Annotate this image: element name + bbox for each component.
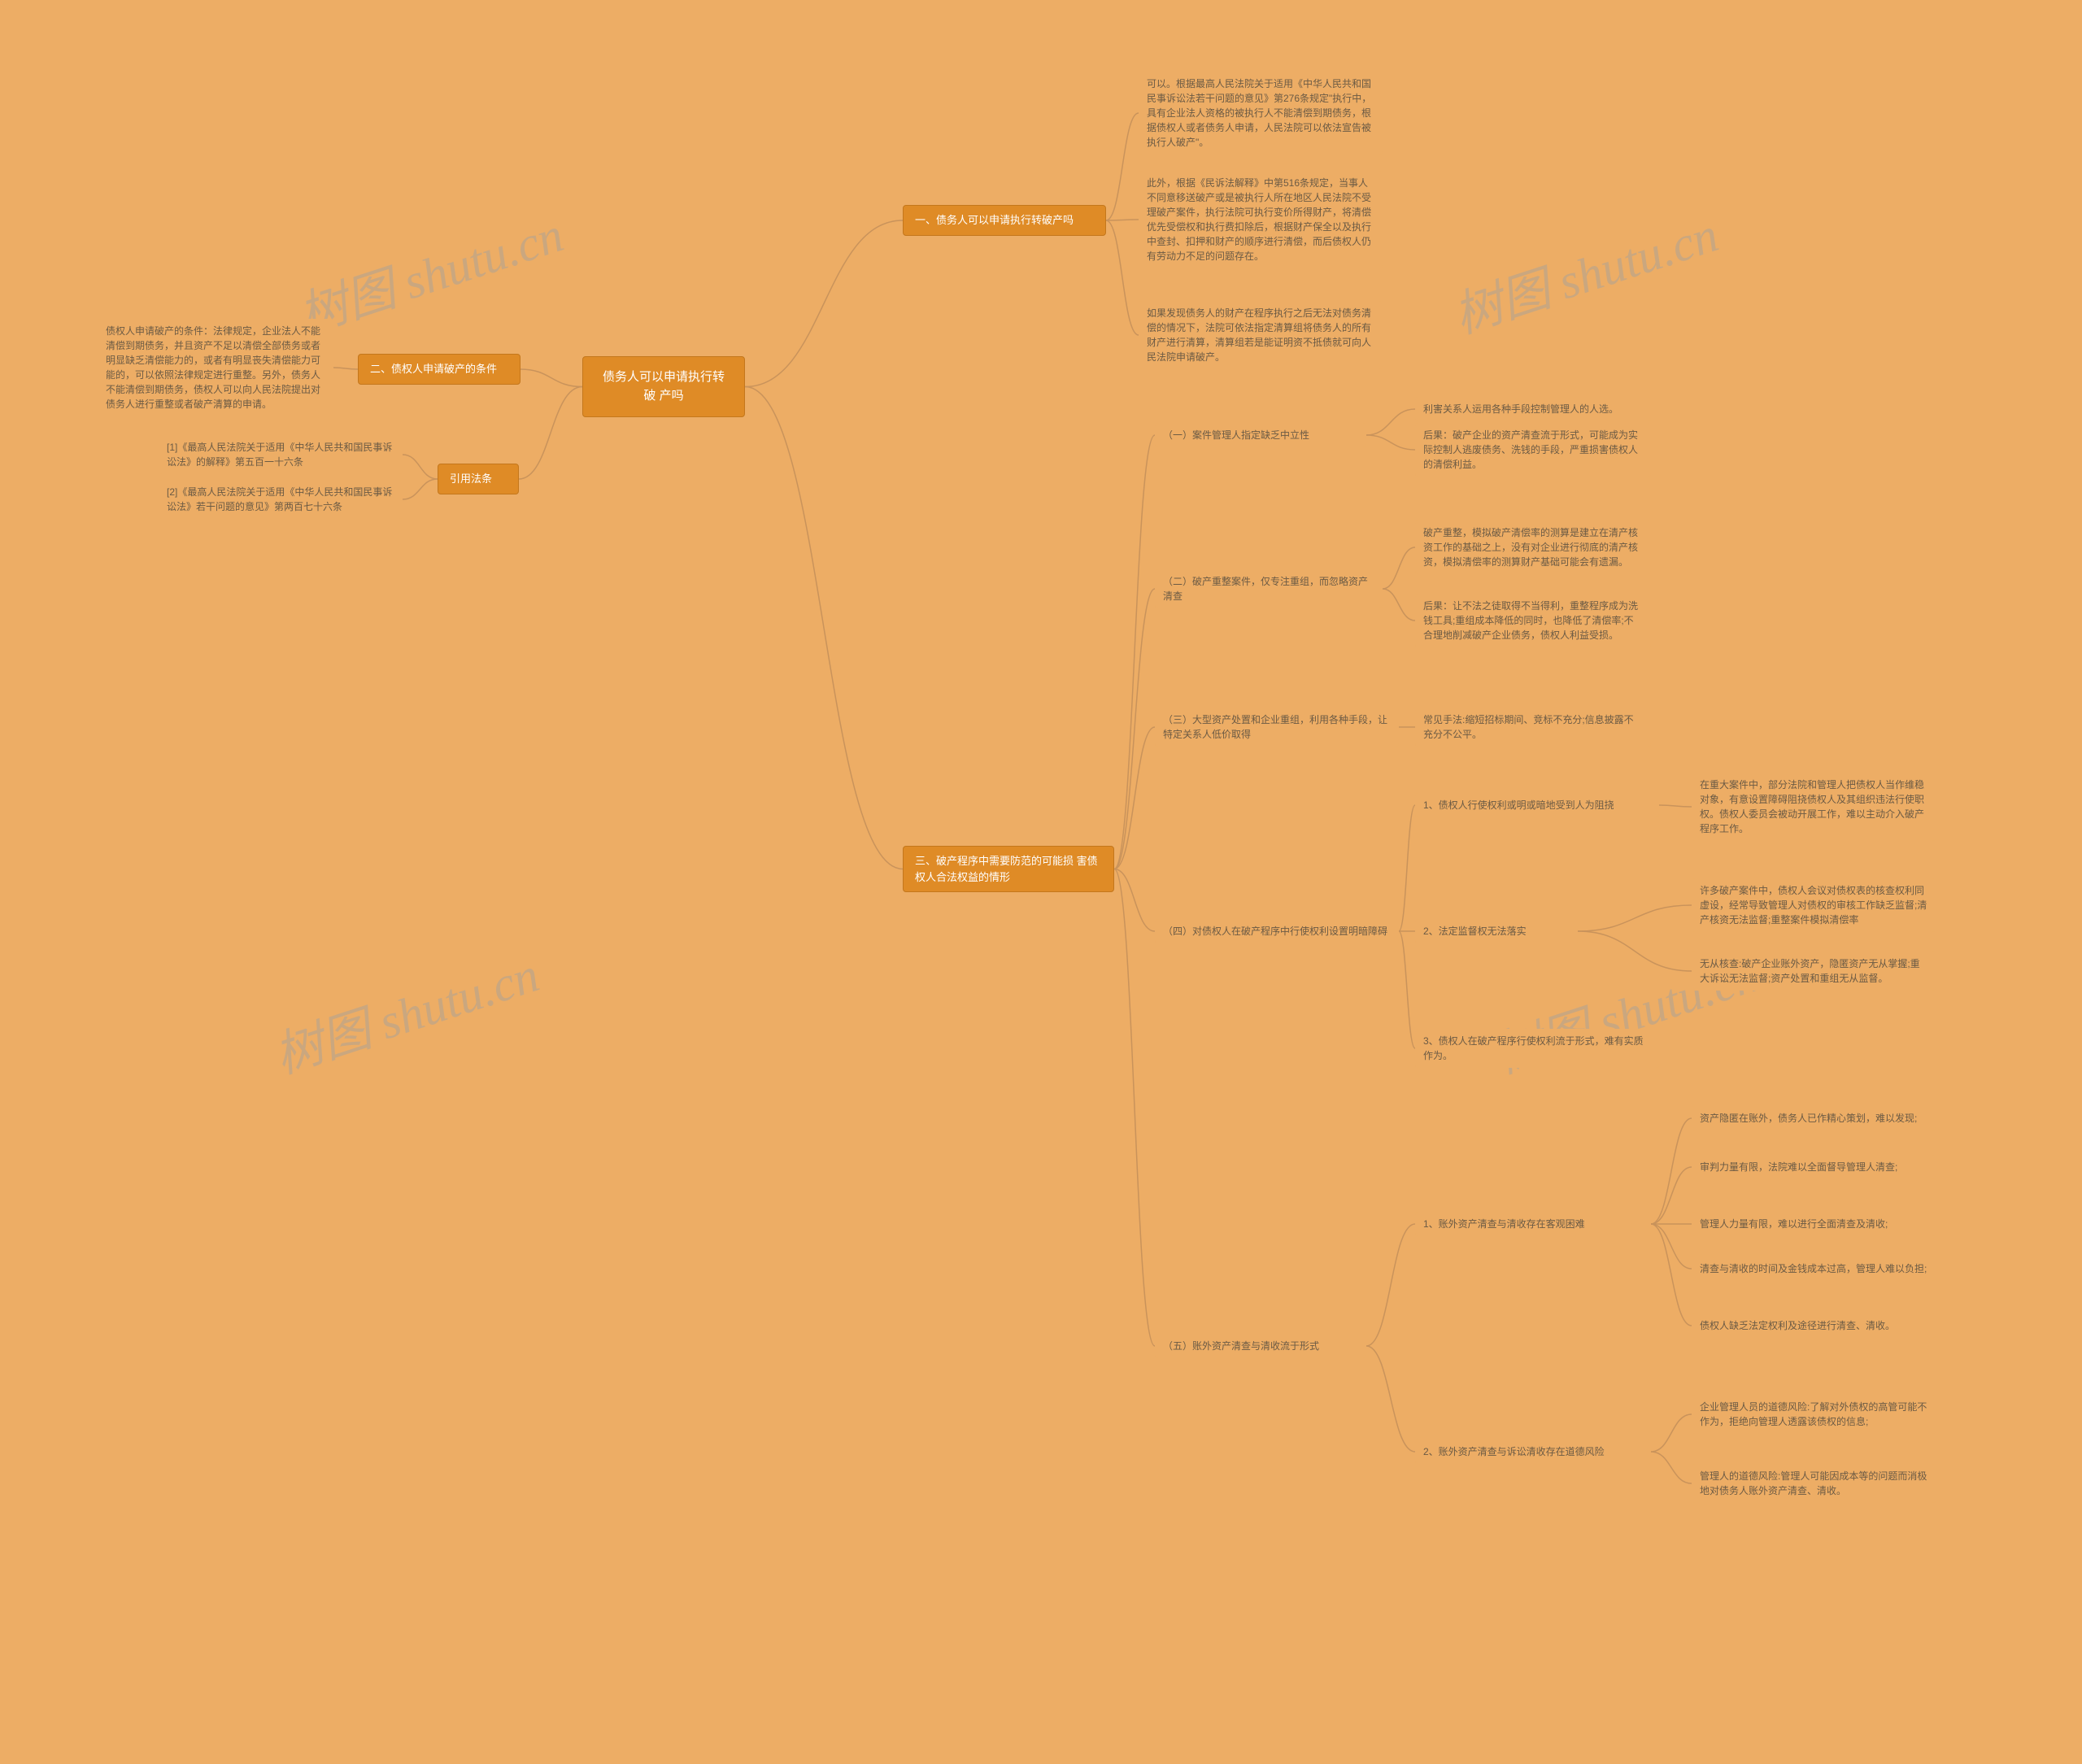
- leaf[interactable]: 无从核查:破产企业账外资产，隐匿资产无从掌握;重大诉讼无法监督;资产处置和重组无…: [1692, 952, 1936, 991]
- leaf[interactable]: [2]《最高人民法院关于适用《中华人民共和国民事诉讼法》若干问题的意见》第两百七…: [159, 480, 403, 519]
- leaf[interactable]: 企业管理人员的道德风险:了解对外债权的高管可能不作为，拒绝向管理人透露该债权的信…: [1692, 1395, 1936, 1434]
- leaf[interactable]: 常见手法:缩短招标期间、竞标不充分;信息披露不充分不公平。: [1415, 708, 1651, 747]
- leaf[interactable]: 债权人申请破产的条件：法律规定，企业法人不能清偿到期债务，并且资产不足以清偿全部…: [98, 319, 333, 416]
- branch-1[interactable]: 一、债务人可以申请执行转破产吗: [903, 205, 1106, 236]
- leaf[interactable]: （三）大型资产处置和企业重组，利用各种手段，让特定关系人低价取得: [1155, 708, 1399, 747]
- leaf[interactable]: [1]《最高人民法院关于适用《中华人民共和国民事诉讼法》的解释》第五百一十六条: [159, 435, 403, 474]
- leaf[interactable]: 破产重整，模拟破产清偿率的测算是建立在清产核资工作的基础之上，没有对企业进行彻底…: [1415, 520, 1651, 574]
- leaf[interactable]: 如果发现债务人的财产在程序执行之后无法对债务清偿的情况下，法院可依法指定清算组将…: [1139, 301, 1383, 369]
- leaf[interactable]: 许多破产案件中，债权人会议对债权表的核查权利同虚设，经常导致管理人对债权的审核工…: [1692, 878, 1936, 932]
- leaf[interactable]: 1、债权人行使权利或明或暗地受到人为阻挠: [1415, 793, 1659, 817]
- root-node[interactable]: 债务人可以申请执行转破 产吗: [582, 356, 745, 417]
- leaf[interactable]: 审判力量有限，法院难以全面督导管理人清查;: [1692, 1155, 1936, 1179]
- leaf[interactable]: 清查与清收的时间及金钱成本过高，管理人难以负担;: [1692, 1257, 1936, 1281]
- branch-4[interactable]: 三、破产程序中需要防范的可能损 害债权人合法权益的情形: [903, 846, 1114, 892]
- leaf[interactable]: 3、债权人在破产程序行使权利流于形式，难有实质作为。: [1415, 1029, 1659, 1068]
- leaf[interactable]: 利害关系人运用各种手段控制管理人的人选。: [1415, 397, 1651, 421]
- leaf[interactable]: 债权人缺乏法定权利及途径进行清查、清收。: [1692, 1313, 1936, 1338]
- branch-2[interactable]: 二、债权人申请破产的条件: [358, 354, 520, 385]
- leaf[interactable]: （二）破产重整案件，仅专注重组，而忽略资产清查: [1155, 569, 1383, 608]
- leaf[interactable]: （一）案件管理人指定缺乏中立性: [1155, 423, 1366, 447]
- leaf[interactable]: 2、法定监督权无法落实: [1415, 919, 1578, 943]
- leaf[interactable]: （五）账外资产清查与清收流于形式: [1155, 1334, 1366, 1358]
- leaf[interactable]: 可以。根据最高人民法院关于适用《中华人民共和国民事诉讼法若干问题的意见》第276…: [1139, 72, 1383, 155]
- leaf[interactable]: 资产隐匿在账外，债务人已作精心策划，难以发现;: [1692, 1106, 1936, 1130]
- leaf[interactable]: 后果：让不法之徒取得不当得利，重整程序成为洗钱工具;重组成本降低的同时，也降低了…: [1415, 594, 1651, 647]
- leaf[interactable]: 此外，根据《民诉法解释》中第516条规定，当事人不同意移送破产或是被执行人所在地…: [1139, 171, 1383, 268]
- leaf[interactable]: 后果：破产企业的资产清查流于形式，可能成为实际控制人逃废债务、洗钱的手段，严重损…: [1415, 423, 1651, 477]
- leaf[interactable]: 2、账外资产清查与诉讼清收存在道德风险: [1415, 1440, 1651, 1464]
- leaf[interactable]: （四）对债权人在破产程序中行使权利设置明暗障碍: [1155, 919, 1399, 943]
- leaf[interactable]: 管理人力量有限，难以进行全面清查及清收;: [1692, 1212, 1936, 1236]
- leaf[interactable]: 管理人的道德风险:管理人可能因成本等的问题而消极地对债务人账外资产清查、清收。: [1692, 1464, 1936, 1503]
- leaf[interactable]: 在重大案件中，部分法院和管理人把债权人当作维稳对象，有意设置障碍阻挠债权人及其组…: [1692, 773, 1936, 841]
- branch-3[interactable]: 引用法条: [438, 464, 519, 494]
- leaf[interactable]: 1、账外资产清查与清收存在客观困难: [1415, 1212, 1651, 1236]
